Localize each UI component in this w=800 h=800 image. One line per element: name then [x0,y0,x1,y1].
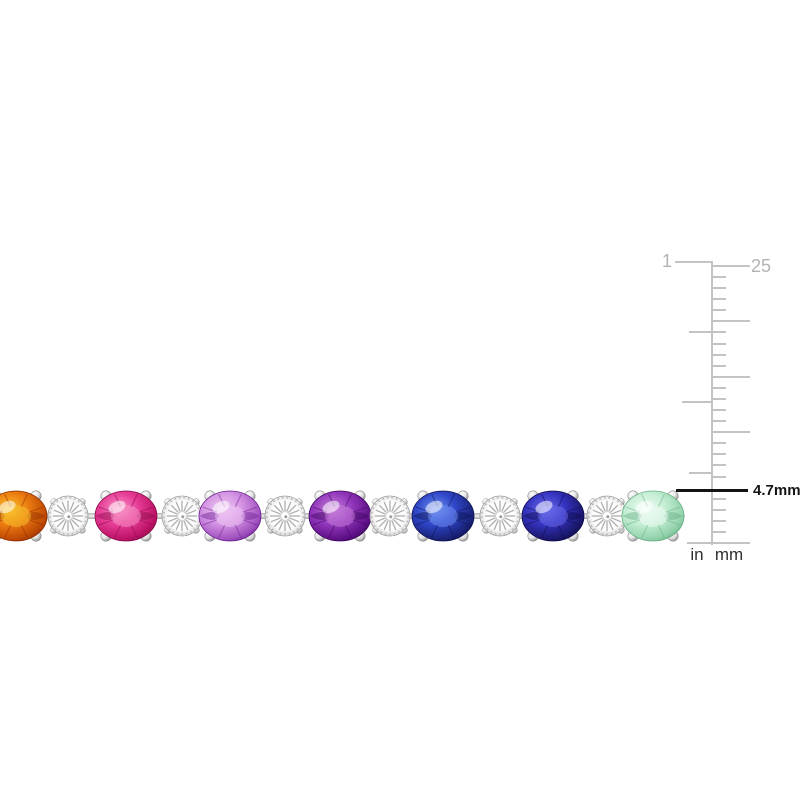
ruler-inch-max-label: 1 [661,251,672,271]
ruler-tick-mm-13 [712,397,726,400]
ruler-tick-mm-22 [712,298,726,301]
ruler-tick-mm-9 [712,442,726,445]
ruler-tick-mm-17 [712,353,726,356]
ruler-tick-mm-16 [712,364,726,367]
ruler-tick-inch-0.75 [689,330,713,333]
ruler-tick-inch-1 [675,260,713,263]
ruler-tick-inch-0.5 [682,401,713,404]
ruler-tick-mm-23 [712,287,726,290]
bracelet [0,490,685,542]
ruler-tick-mm-10 [712,431,750,434]
ruler-unit-mm-label: mm [714,545,744,564]
ruler-tick-mm-2 [712,519,726,522]
ruler-tick-mm-19 [712,331,726,334]
ruler-mm-max-label: 25 [751,256,772,276]
ruler-tick-mm-3 [712,508,726,511]
ruler-tick-mm-15 [712,375,750,378]
ruler-tick-mm-20 [712,320,750,323]
ruler-tick-mm-7 [712,464,726,467]
measurement-indicator-label: 4.7mm [753,482,800,499]
ruler-tick-mm-12 [712,409,726,412]
ruler-tick-mm-14 [712,386,726,389]
ruler-tick-mm-25 [712,265,750,267]
ruler-tick-mm-21 [712,309,726,312]
ruler-tick-mm-24 [712,276,726,279]
ruler-tick-mm-8 [712,453,726,456]
ruler-tick-mm-4 [712,497,726,500]
ruler-tick-mm-1 [712,530,726,533]
ruler-tick-mm-6 [712,475,726,478]
ruler-tick-mm-11 [712,420,726,423]
ruler-tick-mm-18 [712,342,726,345]
ruler-main-line [711,261,713,545]
